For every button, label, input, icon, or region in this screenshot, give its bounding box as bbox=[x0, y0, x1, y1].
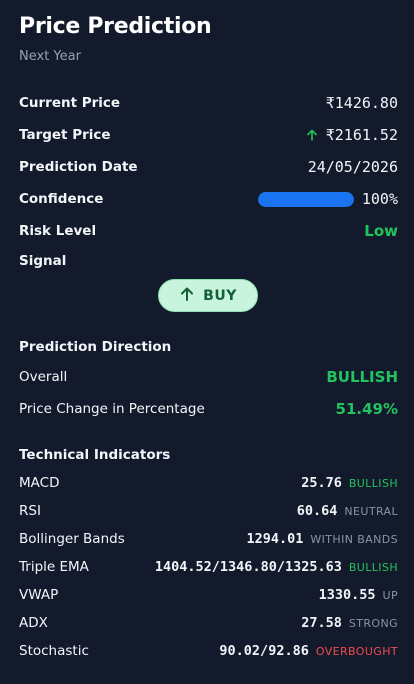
current-price-value: ₹1426.80 bbox=[325, 94, 398, 112]
risk-value: Low bbox=[364, 222, 398, 240]
indicator-row: MACD 25.76 BULLISH bbox=[19, 472, 398, 494]
page-title: Price Prediction bbox=[19, 14, 212, 39]
indicator-value: 1294.01 bbox=[246, 531, 304, 547]
indicator-name: ADX bbox=[19, 615, 48, 631]
technical-indicators-heading: Technical Indicators bbox=[19, 447, 171, 463]
indicator-name: VWAP bbox=[19, 587, 59, 603]
buy-signal-label: BUY bbox=[203, 287, 237, 304]
overall-value: BULLISH bbox=[326, 368, 398, 386]
prediction-date-row: Prediction Date 24/05/2026 bbox=[19, 155, 398, 179]
indicator-name: Triple EMA bbox=[19, 559, 89, 575]
overall-row: Overall BULLISH bbox=[19, 365, 398, 389]
confidence-bar bbox=[257, 191, 354, 207]
indicator-tag: STRONG bbox=[348, 616, 398, 630]
indicator-name: MACD bbox=[19, 475, 60, 491]
signal-label: Signal bbox=[19, 253, 67, 269]
indicator-value: 25.76 bbox=[301, 475, 342, 491]
indicator-name: Bollinger Bands bbox=[19, 531, 125, 547]
indicator-row: Bollinger Bands 1294.01 WITHIN BANDS bbox=[19, 528, 398, 550]
prediction-direction-heading: Prediction Direction bbox=[19, 339, 172, 355]
indicator-row: VWAP 1330.55 UP bbox=[19, 584, 398, 606]
overall-label: Overall bbox=[19, 369, 68, 385]
arrow-up-icon bbox=[306, 129, 318, 141]
page-subtitle: Next Year bbox=[19, 49, 81, 64]
indicator-tag: BULLISH bbox=[348, 560, 398, 574]
risk-label: Risk Level bbox=[19, 223, 97, 239]
buy-signal-button[interactable]: BUY bbox=[158, 279, 258, 312]
indicator-tag: OVERBOUGHT bbox=[315, 644, 398, 658]
current-price-row: Current Price ₹1426.80 bbox=[19, 91, 398, 115]
risk-row: Risk Level Low bbox=[19, 219, 398, 243]
confidence-bar-fill bbox=[257, 191, 354, 207]
indicator-tag: UP bbox=[382, 588, 398, 602]
price-change-row: Price Change in Percentage 51.49% bbox=[19, 397, 398, 421]
indicator-tag: BULLISH bbox=[348, 476, 398, 490]
signal-row: Signal bbox=[19, 249, 398, 273]
indicator-value: 27.58 bbox=[301, 615, 342, 631]
arrow-up-icon bbox=[179, 286, 195, 306]
indicator-row: RSI 60.64 NEUTRAL bbox=[19, 500, 398, 522]
indicator-value: 1404.52/1346.80/1325.63 bbox=[154, 559, 342, 575]
indicator-value: 60.64 bbox=[296, 503, 338, 519]
indicator-row: Triple EMA 1404.52/1346.80/1325.63 BULLIS… bbox=[19, 556, 398, 578]
target-price-label: Target Price bbox=[19, 127, 111, 143]
confidence-value: 100% bbox=[361, 190, 398, 208]
target-price-value: ₹2161.52 bbox=[325, 126, 398, 144]
price-change-value: 51.49% bbox=[335, 400, 398, 418]
prediction-date-value: 24/05/2026 bbox=[307, 158, 398, 176]
indicator-name: Stochastic bbox=[19, 643, 89, 659]
indicator-value: 90.02/92.86 bbox=[219, 643, 309, 659]
indicator-value: 1330.55 bbox=[318, 587, 376, 603]
current-price-label: Current Price bbox=[19, 95, 121, 111]
confidence-row: Confidence 100% bbox=[19, 187, 398, 211]
prediction-date-label: Prediction Date bbox=[19, 159, 138, 175]
price-change-label: Price Change in Percentage bbox=[19, 401, 205, 417]
target-price-row: Target Price ₹2161.52 bbox=[19, 123, 398, 147]
indicator-row: Stochastic 90.02/92.86 OVERBOUGHT bbox=[19, 640, 398, 662]
indicator-name: RSI bbox=[19, 503, 41, 519]
indicator-row: ADX 27.58 STRONG bbox=[19, 612, 398, 634]
confidence-label: Confidence bbox=[19, 191, 104, 207]
indicator-tag: NEUTRAL bbox=[344, 504, 398, 518]
indicator-tag: WITHIN BANDS bbox=[310, 532, 398, 546]
